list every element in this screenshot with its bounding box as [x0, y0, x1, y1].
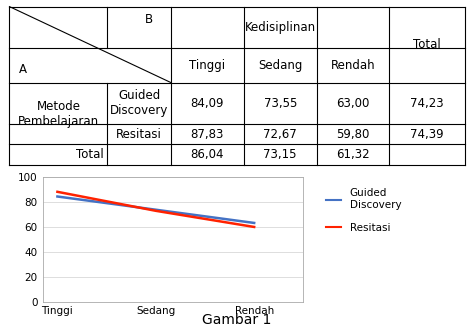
Text: 74,23: 74,23 [410, 97, 444, 110]
Text: Gambar 1: Gambar 1 [202, 313, 272, 327]
Text: Rendah: Rendah [331, 59, 375, 72]
Text: 72,67: 72,67 [264, 128, 297, 141]
Text: 73,15: 73,15 [264, 148, 297, 161]
Text: Tinggi: Tinggi [189, 59, 226, 72]
Text: 59,80: 59,80 [337, 128, 370, 141]
Text: 87,83: 87,83 [191, 128, 224, 141]
Text: B: B [145, 13, 153, 26]
Text: 73,55: 73,55 [264, 97, 297, 110]
Text: Metode
Pembelajaran: Metode Pembelajaran [18, 100, 99, 127]
Text: 63,00: 63,00 [337, 97, 370, 110]
Text: 61,32: 61,32 [336, 148, 370, 161]
Text: Total: Total [413, 38, 441, 51]
Legend: Guided
Discovery, Resitasi: Guided Discovery, Resitasi [321, 184, 406, 237]
Text: 86,04: 86,04 [191, 148, 224, 161]
Text: Resitasi: Resitasi [116, 128, 162, 141]
Text: A: A [18, 63, 27, 76]
Text: Kedisiplinan: Kedisiplinan [245, 21, 316, 34]
Text: Sedang: Sedang [258, 59, 302, 72]
Text: Total: Total [76, 148, 104, 161]
Text: 84,09: 84,09 [191, 97, 224, 110]
Text: 74,39: 74,39 [410, 128, 444, 141]
Text: Guided
Discovery: Guided Discovery [110, 89, 168, 117]
